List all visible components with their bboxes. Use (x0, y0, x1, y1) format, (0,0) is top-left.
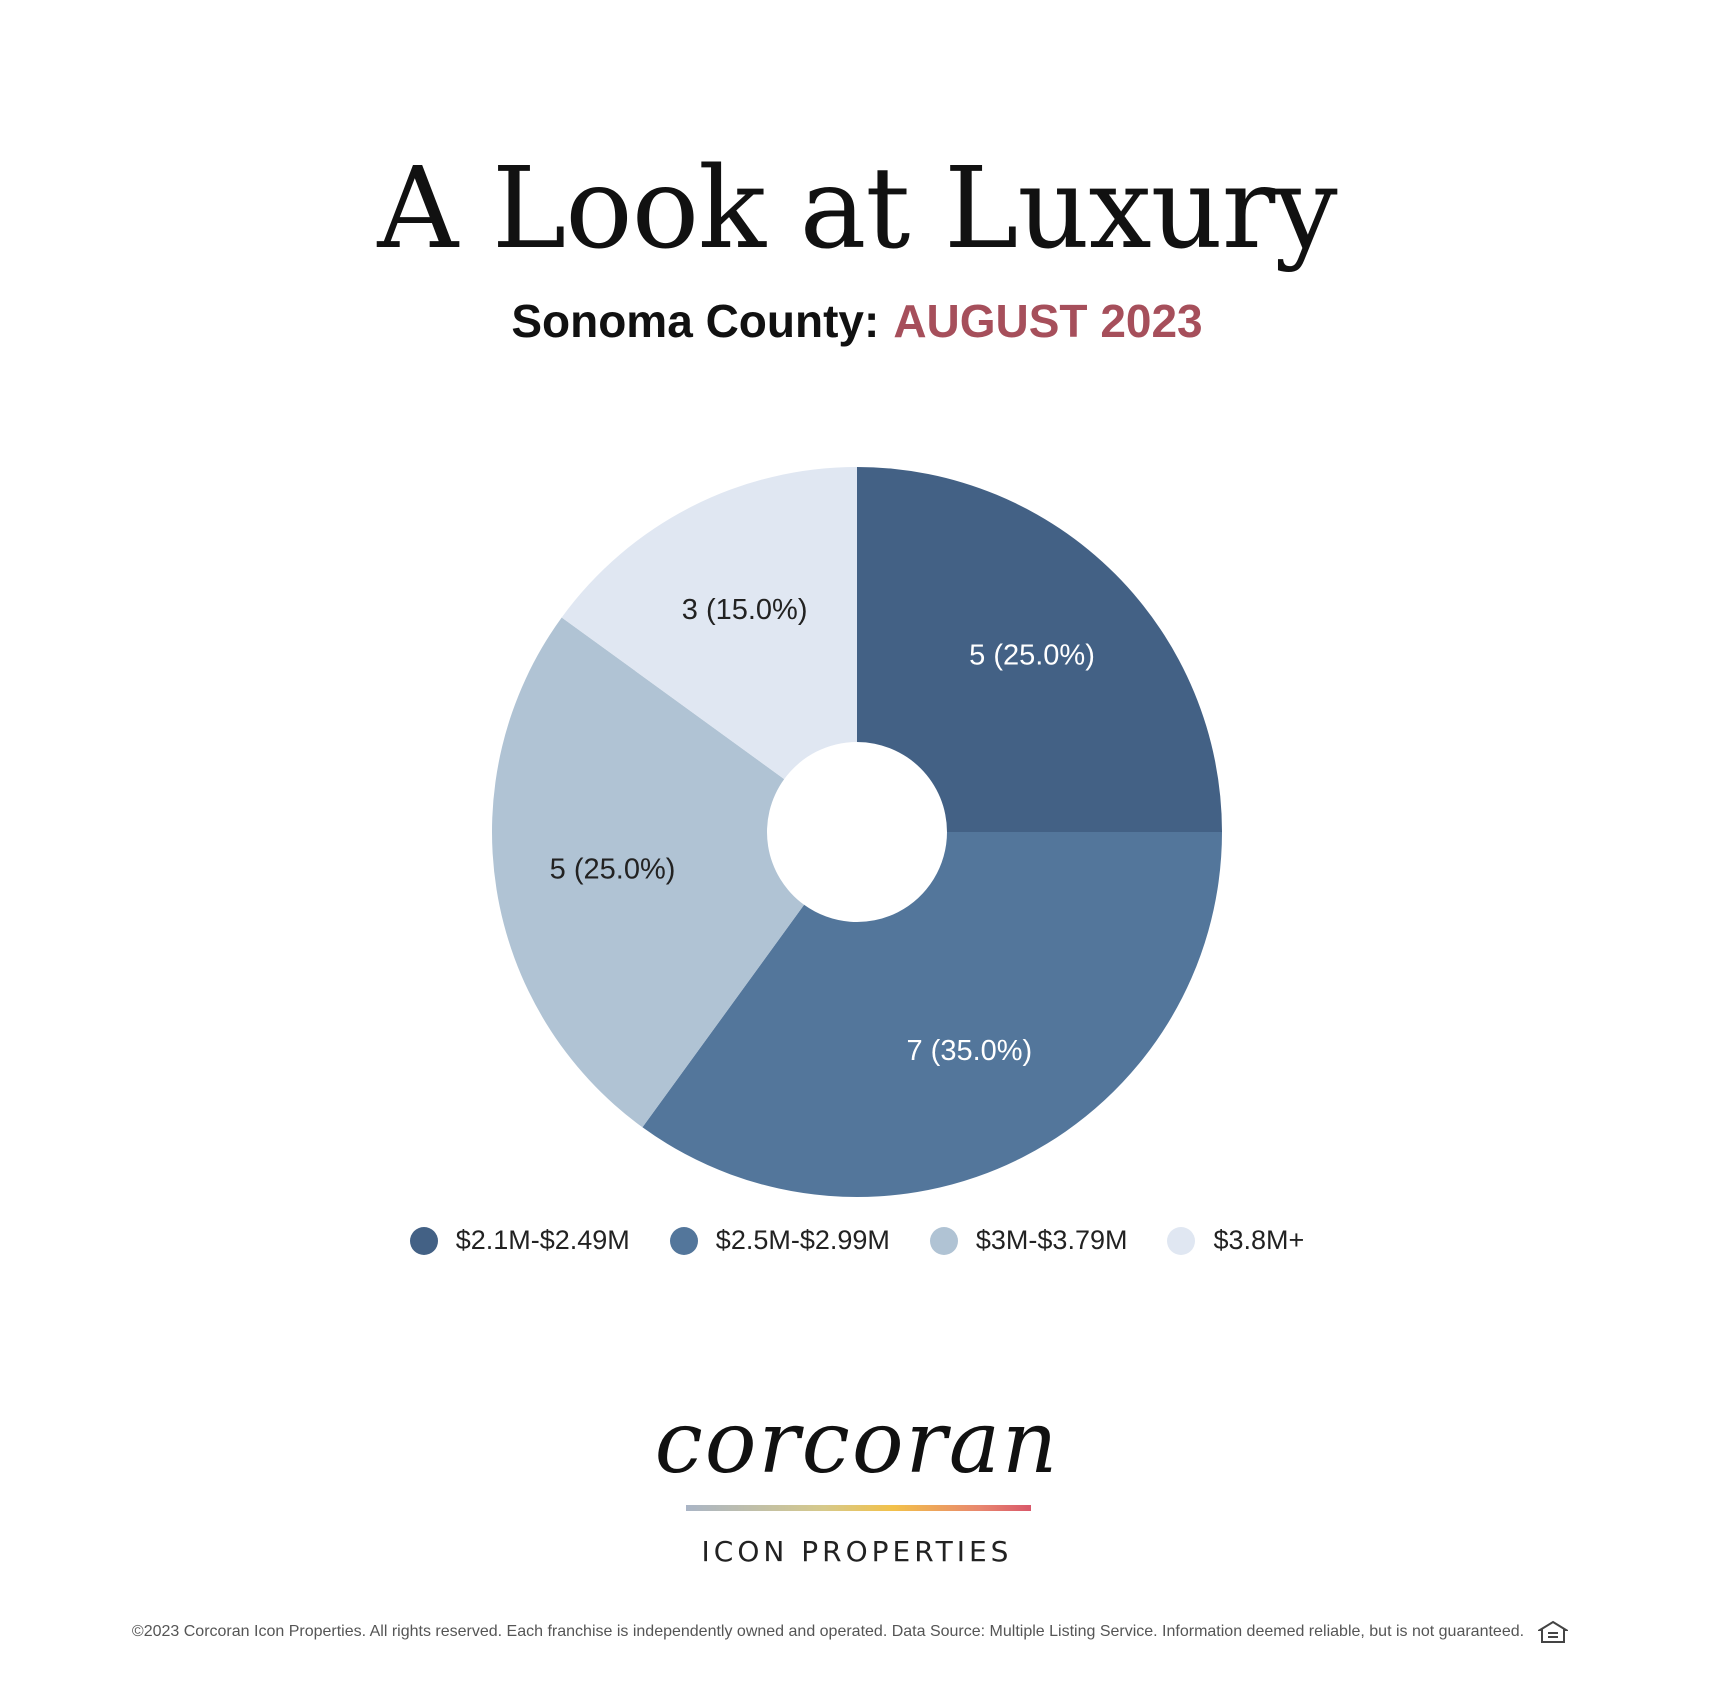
legend-label-3: $3M-$3.79M (975, 1225, 1128, 1255)
legend-item-3: $3M-$3.79M (929, 1225, 1128, 1256)
pie-slice-4 (561, 467, 857, 780)
slice-label-3: 5 (25.0%) (550, 853, 676, 885)
footer: ©2023 Corcoran Icon Properties. All righ… (70, 1620, 1630, 1644)
slice-label-4: 3 (15.0%) (682, 594, 808, 626)
slice-label-1: 5 (25.0%) (969, 640, 1095, 672)
pie-slice-1 (857, 467, 1222, 832)
chart-legend: $2.1M-$2.49M $2.5M-$2.99M $3M-$3.79M $3.8M+ (0, 1225, 1714, 1256)
pie-slice-3 (491, 617, 805, 1128)
legend-swatch-4 (1167, 1226, 1196, 1255)
equal-housing-opportunity-icon (1538, 1620, 1569, 1643)
location-label: Sonoma County: (511, 295, 880, 347)
legend-swatch-2 (669, 1226, 698, 1255)
logo-subtitle: ICON PROPERTIES (701, 1535, 1013, 1568)
page-subtitle: Sonoma County: AUGUST 2023 (0, 296, 1714, 347)
legend-label-2: $2.5M-$2.99M (715, 1225, 890, 1255)
legend-swatch-1 (409, 1226, 438, 1255)
period-label: AUGUST 2023 (893, 295, 1203, 347)
pie-slice-2 (642, 832, 1222, 1197)
legend-label-4: $3.8M+ (1213, 1225, 1305, 1255)
page-title: A Look at Luxury (377, 144, 1337, 274)
corcoran-logo-wordmark: corcoran (654, 1393, 1060, 1493)
footer-disclaimer: ©2023 Corcoran Icon Properties. All righ… (131, 1623, 1525, 1640)
legend-item-4: $3.8M+ (1167, 1225, 1304, 1256)
legend-label-1: $2.1M-$2.49M (455, 1225, 630, 1255)
logo-gradient-rule (686, 1505, 1031, 1511)
legend-swatch-3 (929, 1226, 958, 1255)
slice-label-2: 7 (35.0%) (906, 1035, 1032, 1067)
legend-item-1: $2.1M-$2.49M (409, 1225, 630, 1256)
legend-item-2: $2.5M-$2.99M (669, 1225, 890, 1256)
